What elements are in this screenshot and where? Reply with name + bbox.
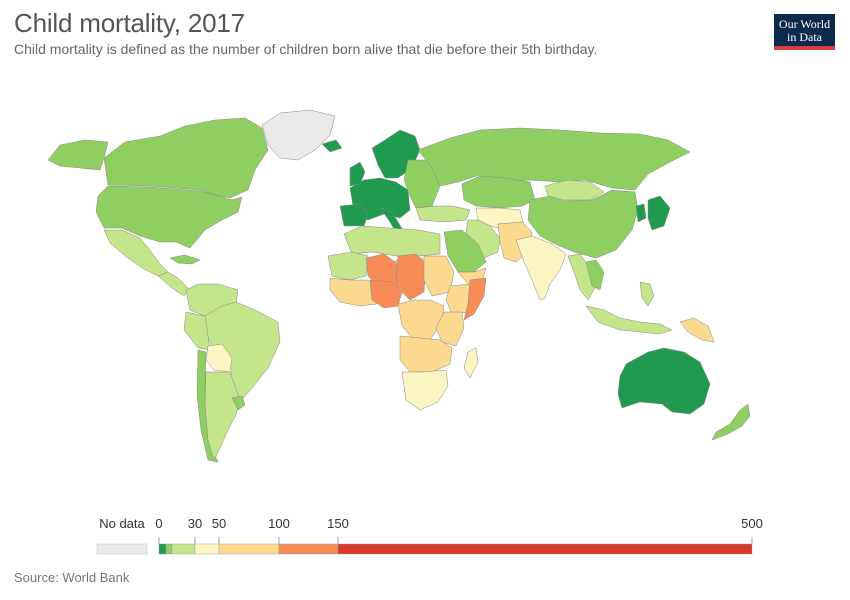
legend-bin-0-5[interactable]	[158, 543, 167, 555]
legend-bin-10-30[interactable]	[171, 543, 196, 555]
region-china[interactable]	[527, 189, 639, 259]
legend-bin-150-500[interactable]	[337, 543, 753, 555]
logo-line-1: Our World	[778, 17, 831, 31]
region-kazakhstan[interactable]	[461, 175, 536, 209]
region-iberia[interactable]	[339, 203, 369, 227]
legend-no-data-label: No data	[99, 516, 145, 531]
map-layer	[47, 109, 751, 463]
region-indonesia[interactable]	[585, 305, 673, 335]
region-saudi-arabia[interactable]	[443, 229, 487, 273]
chart-subtitle: Child mortality is defined as the number…	[14, 41, 598, 57]
region-west-africa[interactable]	[329, 277, 381, 307]
legend-tick-label-100: 100	[268, 516, 290, 531]
region-madagascar[interactable]	[463, 347, 479, 379]
region-mauritania-mali[interactable]	[327, 251, 369, 281]
source-note: Source: World Bank	[14, 570, 130, 585]
legend-tick-label-500: 500	[741, 516, 763, 531]
chart-title: Child mortality, 2017	[14, 8, 245, 38]
region-canada[interactable]	[103, 117, 269, 199]
legend-bin-5-10[interactable]	[165, 543, 173, 555]
region-cuba[interactable]	[169, 254, 201, 265]
logo-line-2: in Data	[787, 30, 822, 44]
legend-bin-100-150[interactable]	[278, 543, 339, 555]
region-angola-zambia[interactable]	[399, 335, 453, 373]
legend-tick-label-150: 150	[327, 516, 349, 531]
region-turkey[interactable]	[415, 205, 471, 223]
map-legend: No data 0 30 50 100 150 500	[96, 516, 763, 555]
region-korea[interactable]	[635, 203, 647, 223]
region-nigeria[interactable]	[369, 279, 403, 309]
legend-tick-label-30: 30	[188, 516, 202, 531]
region-argentina[interactable]	[204, 371, 241, 461]
region-greenland[interactable]	[261, 109, 336, 161]
legend-no-data-swatch[interactable]	[96, 543, 148, 555]
owid-logo[interactable]: Our World in Data	[774, 14, 835, 50]
region-thailand[interactable]	[585, 259, 605, 291]
region-japan[interactable]	[647, 195, 671, 231]
region-united-states[interactable]	[95, 185, 243, 249]
region-philippines[interactable]	[639, 281, 655, 307]
region-russia[interactable]	[417, 127, 691, 191]
region-east-africa[interactable]	[435, 311, 465, 347]
region-north-africa[interactable]	[343, 225, 441, 257]
region-central-america[interactable]	[157, 271, 191, 297]
region-southern-africa[interactable]	[401, 369, 449, 411]
legend-tick-label-0: 0	[155, 516, 162, 531]
legend-tick-label-50: 50	[212, 516, 226, 531]
region-iceland[interactable]	[321, 139, 343, 153]
region-australia[interactable]	[617, 347, 711, 415]
region-india[interactable]	[515, 235, 567, 301]
legend-bin-30-50[interactable]	[194, 543, 220, 555]
region-uruguay[interactable]	[231, 395, 246, 411]
region-central-africa[interactable]	[397, 299, 445, 341]
region-somalia[interactable]	[463, 277, 487, 321]
region-alaska[interactable]	[47, 139, 109, 171]
region-southeast-asia[interactable]	[567, 253, 597, 301]
region-united-kingdom[interactable]	[349, 161, 366, 187]
region-papua-new-guinea[interactable]	[679, 317, 715, 343]
region-new-zealand[interactable]	[711, 403, 751, 441]
legend-bin-50-100[interactable]	[218, 543, 280, 555]
